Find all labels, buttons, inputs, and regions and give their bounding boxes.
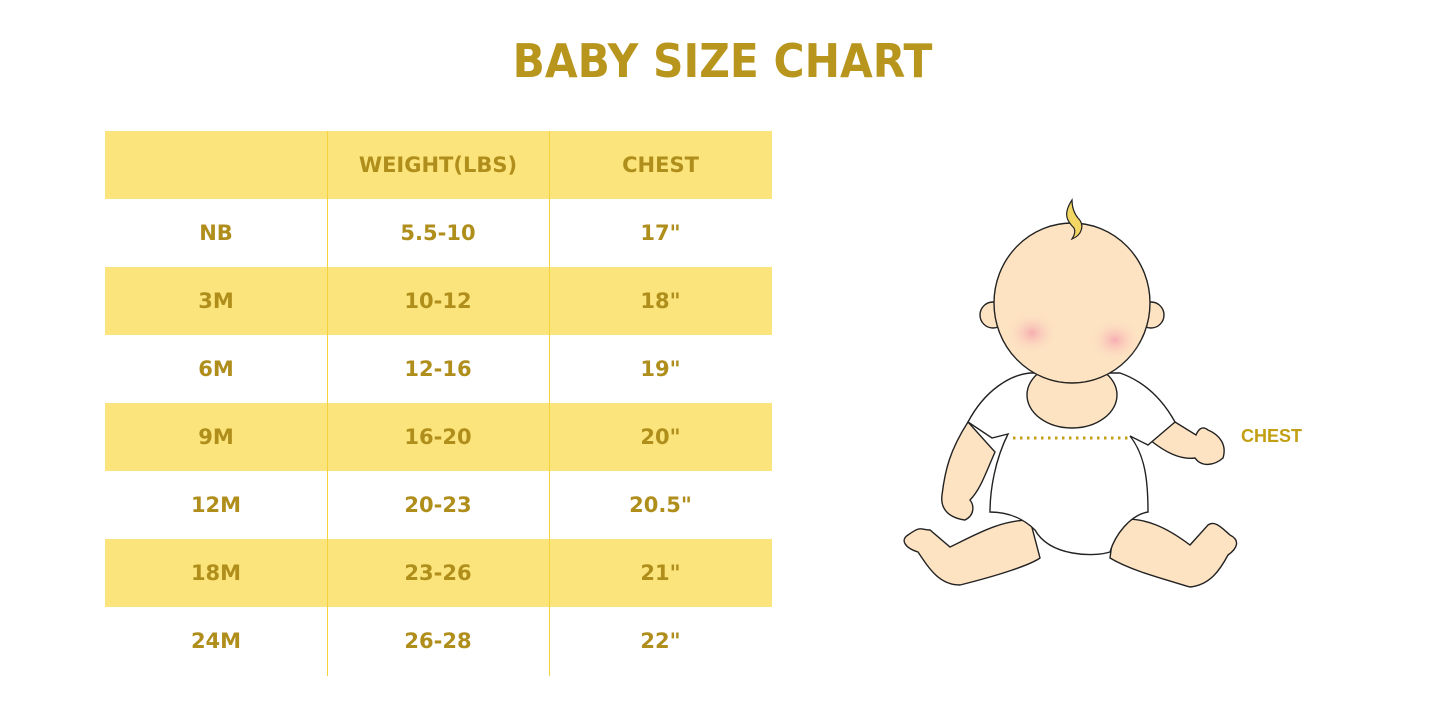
onesie <box>967 372 1176 556</box>
column-divider <box>549 131 550 676</box>
right-cheek <box>1089 318 1141 362</box>
size-cell: 3M <box>198 289 234 313</box>
page-title: BABY SIZE CHART <box>512 34 933 88</box>
size-cell: NB <box>199 221 233 245</box>
weight-cell: 5.5-10 <box>400 221 476 245</box>
table-row: 6M 12-16 19" <box>105 335 772 403</box>
weight-cell: 26-28 <box>404 629 472 653</box>
baby-illustration <box>903 198 1238 588</box>
right-leg <box>1109 518 1238 588</box>
weight-cell: 12-16 <box>404 357 472 381</box>
chest-cell: 22" <box>640 629 681 653</box>
size-cell: 18M <box>190 561 242 585</box>
chest-cell: 17" <box>640 221 681 245</box>
chest-cell: 20.5" <box>629 493 692 517</box>
left-cheek <box>1006 311 1058 355</box>
size-cell: 6M <box>198 357 234 381</box>
right-arm <box>1148 421 1225 466</box>
header-cell-chest: CHEST <box>622 153 699 177</box>
hair-curl-icon <box>1066 198 1083 241</box>
table-row: 18M 23-26 21" <box>105 539 772 607</box>
chest-cell: 20" <box>640 425 681 449</box>
table-header-row: WEIGHT(LBS) CHEST <box>105 131 772 199</box>
column-divider <box>327 131 328 676</box>
left-arm <box>941 420 996 521</box>
size-cell: 9M <box>198 425 234 449</box>
header-cell-size <box>105 131 327 199</box>
chest-label: CHEST <box>1241 426 1303 446</box>
weight-cell: 10-12 <box>404 289 472 313</box>
chest-cell: 19" <box>640 357 681 381</box>
size-cell: 24M <box>190 629 242 653</box>
table-row: 3M 10-12 18" <box>105 267 772 335</box>
weight-cell: 20-23 <box>404 493 472 517</box>
left-leg <box>903 519 1041 586</box>
size-table: WEIGHT(LBS) CHEST NB 5.5-10 17" 3M 10-12… <box>105 131 772 675</box>
chest-cell: 18" <box>640 289 681 313</box>
table-row: 24M 26-28 22" <box>105 607 772 675</box>
size-cell: 12M <box>190 493 242 517</box>
header-cell-weight: WEIGHT(LBS) <box>358 153 518 177</box>
weight-cell: 23-26 <box>404 561 472 585</box>
weight-cell: 16-20 <box>404 425 472 449</box>
table-row: 12M 20-23 20.5" <box>105 471 772 539</box>
chest-cell: 21" <box>640 561 681 585</box>
table-row: 9M 16-20 20" <box>105 403 772 471</box>
table-row: NB 5.5-10 17" <box>105 199 772 267</box>
